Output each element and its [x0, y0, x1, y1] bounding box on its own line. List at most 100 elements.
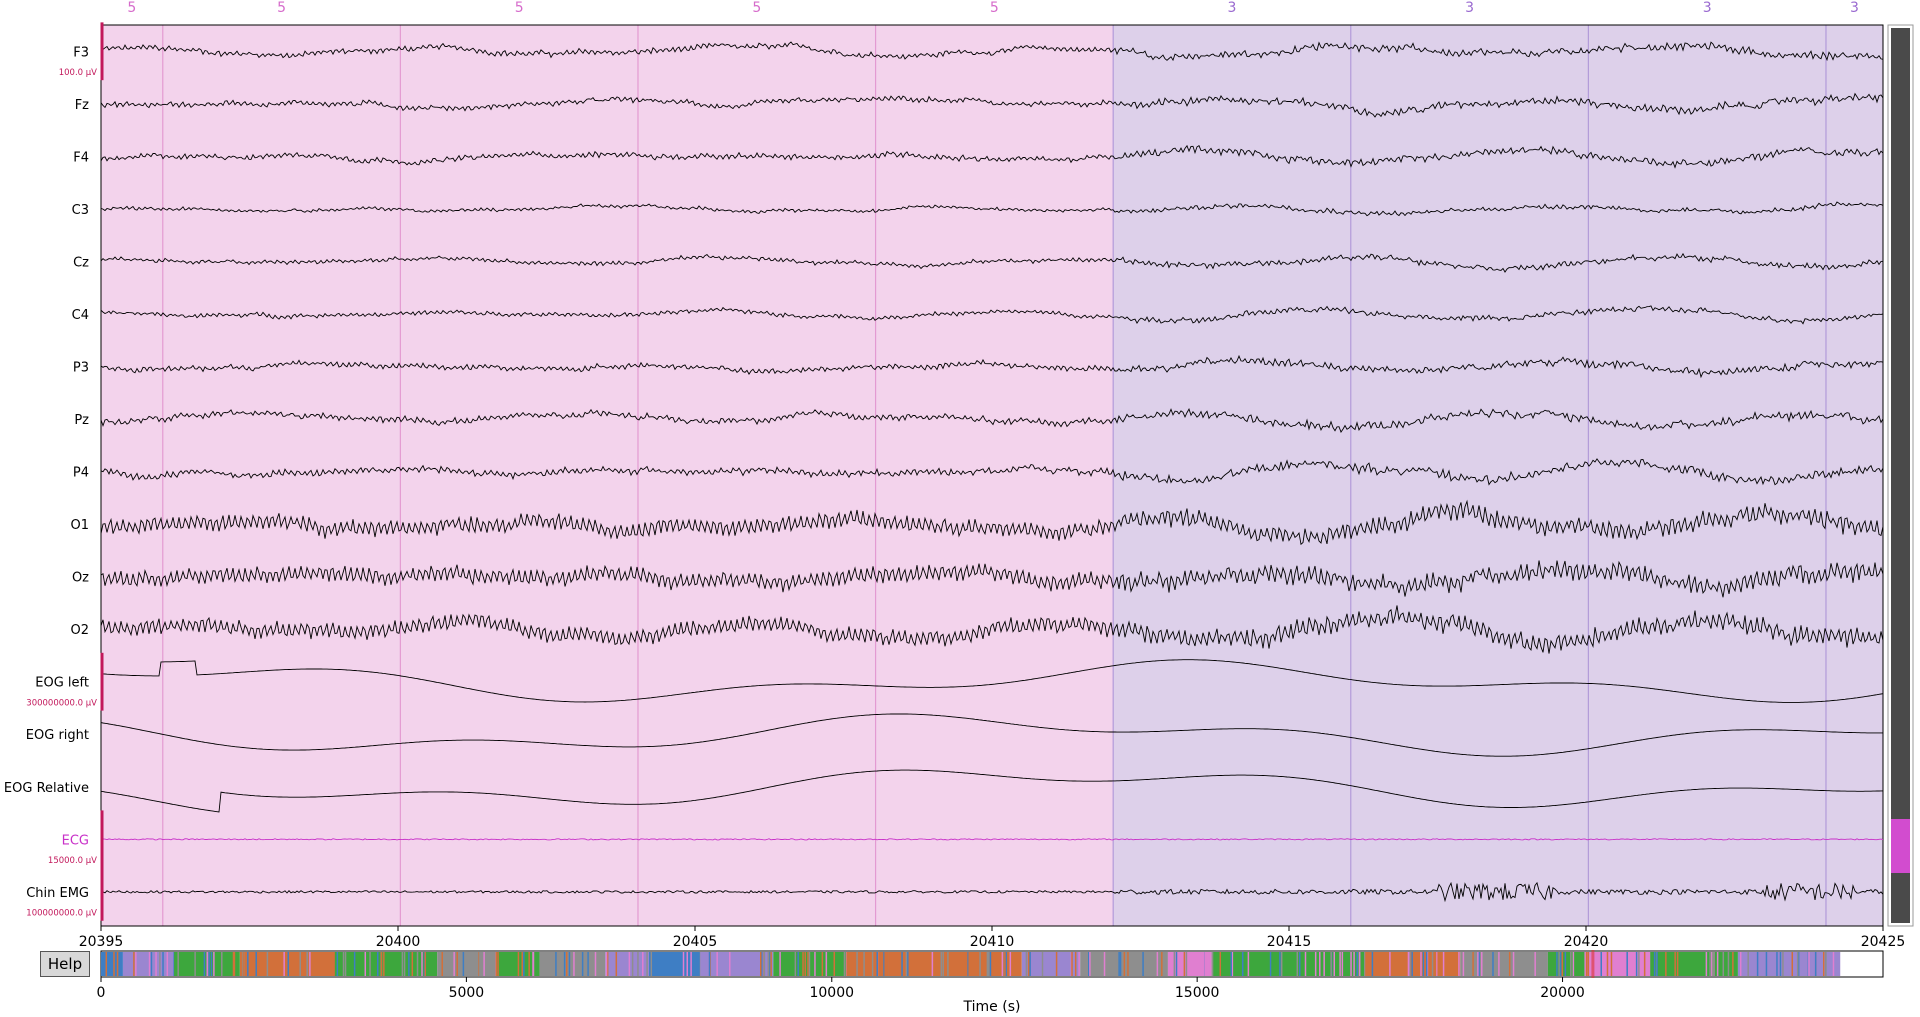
overview-stripe [155, 952, 157, 976]
overview-stripe [255, 952, 257, 976]
trace-eog-relative [100, 769, 1883, 813]
overview-stripe [631, 952, 634, 976]
overview-stripe [966, 952, 969, 976]
overview-stripe [1796, 952, 1799, 976]
overview-view-marker[interactable] [1591, 950, 1595, 978]
overview-stripe [424, 952, 426, 976]
annotation-segment[interactable] [162, 25, 401, 926]
overview-stripe [825, 952, 828, 976]
overview-stripe [1437, 952, 1439, 976]
overview-tick-label: 20000 [1540, 985, 1585, 1001]
channel-labels[interactable]: F3 100.0 µV Fz F4 C3 Cz C4 P3 Pz P4 O1 Oz O2 EOG left… [4, 45, 97, 918]
overview-xlabel: Time (s) [963, 999, 1021, 1015]
annotation-segments[interactable]: 5 5 5 5 5 3 3 3 3 [100, 0, 1884, 927]
overview-stripe [1674, 952, 1676, 976]
overview-stripe [1103, 952, 1106, 976]
channel-label[interactable]: P3 [73, 360, 89, 375]
overview-stripe [886, 952, 888, 976]
overview-stripe [794, 952, 797, 976]
overview-stripe [344, 952, 347, 976]
overview-stripe [1587, 952, 1590, 976]
time-tick-label: 20420 [1564, 934, 1609, 950]
overview-stripe [1825, 952, 1827, 976]
overview-stripe [1643, 952, 1646, 976]
channel-label[interactable]: C3 [72, 203, 89, 218]
overview-tick-label: 5000 [449, 985, 485, 1001]
channel-label[interactable]: O2 [70, 623, 89, 638]
trace-f3 [100, 41, 1884, 62]
trace-c3 [100, 201, 1884, 217]
vertical-scrollbar[interactable] [1887, 24, 1914, 927]
overview-band [122, 952, 175, 976]
overview-stripe [1356, 952, 1358, 976]
overview-stripe [1211, 952, 1214, 976]
overview-stripe [1572, 952, 1575, 976]
channel-label[interactable]: Chin EMG [26, 886, 89, 901]
channel-label[interactable]: Fz [75, 98, 89, 113]
overview-stripe [1624, 952, 1626, 976]
overview-band [1737, 952, 1841, 976]
annotation-segment[interactable] [637, 25, 876, 926]
channel-label[interactable]: F3 [73, 45, 89, 60]
scrollbar-track[interactable] [1891, 28, 1910, 923]
overview-stripe [1319, 952, 1321, 976]
overview-stripe [1304, 952, 1307, 976]
overview-stripe [1241, 952, 1244, 976]
overview-stripe [213, 952, 215, 976]
overview-stripe [194, 952, 196, 976]
overview-stripe [1797, 952, 1800, 976]
annotation-segment[interactable] [1113, 25, 1351, 926]
overview-bar[interactable]: 0 5000 10000 15000 20000 Time (s) [97, 950, 1884, 1015]
channel-label[interactable]: EOG right [26, 728, 89, 743]
overview-stripe [1431, 952, 1434, 976]
channel-label[interactable]: Pz [74, 413, 89, 428]
time-tick-label: 20395 [79, 934, 124, 950]
overview-stripe [1371, 952, 1374, 976]
channel-label[interactable]: P4 [73, 466, 89, 481]
scrollbar-thumb[interactable] [1891, 819, 1910, 873]
overview-stripe [1112, 952, 1114, 976]
overview-stripe [563, 952, 566, 976]
overview-stripe [1333, 952, 1336, 976]
overview-stripe [1409, 952, 1411, 976]
overview-stripe [162, 952, 164, 976]
channel-label[interactable]: O1 [70, 518, 89, 533]
channel-label[interactable]: F4 [73, 150, 89, 165]
channel-label[interactable]: EOG left [35, 676, 89, 691]
overview-stripe [843, 952, 846, 976]
overview-stripe [462, 952, 465, 976]
overview-stripe [532, 952, 535, 976]
overview-stripe [1127, 952, 1129, 976]
overview-stripe [568, 952, 571, 976]
channel-label[interactable]: ECG [62, 833, 89, 848]
overview-stripe [1791, 952, 1794, 976]
overview-stripe [1150, 952, 1153, 976]
overview-stripe [907, 952, 909, 976]
overview-stripe [708, 952, 711, 976]
overview-stripe [1512, 952, 1515, 976]
overview-stripe [1323, 952, 1325, 976]
overview-stripe [587, 952, 589, 976]
time-tick-label: 20400 [376, 934, 421, 950]
help-button[interactable]: Help [40, 951, 90, 977]
overview-stripe [942, 952, 944, 976]
overview-stripe [1071, 952, 1073, 976]
overview-stripe [528, 952, 530, 976]
overview-stripe [1727, 952, 1730, 976]
channel-label[interactable]: Oz [72, 571, 89, 586]
overview-stripe [1353, 952, 1355, 976]
annotation-segment[interactable] [1350, 25, 1589, 926]
overview-stripe [1776, 952, 1778, 976]
overview-stripe [287, 952, 290, 976]
overview-stripe [905, 952, 908, 976]
overview-stripe [650, 952, 653, 976]
annotation-segment[interactable] [1825, 25, 1883, 926]
overview-stripe [686, 952, 688, 976]
annotation-segment[interactable] [1588, 25, 1826, 926]
channel-label[interactable]: C4 [72, 308, 89, 323]
channel-label[interactable]: Cz [73, 255, 89, 270]
annotation-label: 3 [1703, 0, 1712, 16]
channel-label[interactable]: EOG Relative [4, 781, 89, 796]
overview-stripe [376, 952, 379, 976]
